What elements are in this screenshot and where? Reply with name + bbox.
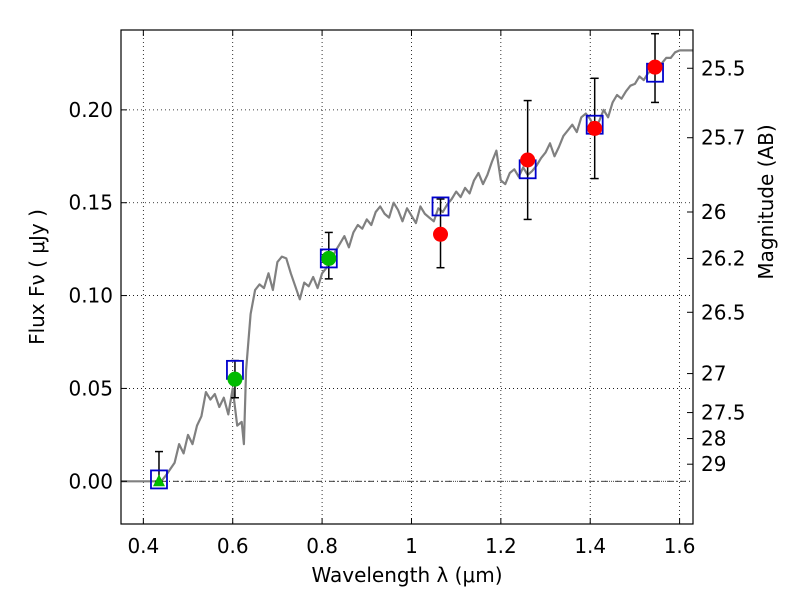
y-tick-label: 0.10	[68, 284, 113, 308]
model-photometry-box	[431, 196, 450, 217]
y-tick-label: 0.05	[68, 376, 113, 400]
magnitude-tick-label: 27.5	[701, 401, 746, 425]
observed-flux-point-red	[520, 152, 536, 168]
magnitude-tick-label: 26.2	[701, 246, 746, 270]
x-axis-title: Wavelength λ (μm)	[311, 563, 502, 587]
observed-flux-point-red	[587, 120, 603, 136]
observed-flux-point-green	[321, 250, 337, 266]
model-boxes	[150, 62, 664, 490]
model-photometry-box	[319, 248, 338, 269]
observed-flux-point-green	[227, 371, 243, 387]
error-bars	[154, 32, 660, 483]
magnitude-tick-label: 27	[701, 362, 726, 386]
x-tick-labels: 0.4 0.6 0.8 1 1.2 1.4 1.6	[127, 534, 695, 558]
x-tick-label: 0.6	[217, 534, 249, 558]
x-tick-label: 1	[405, 534, 418, 558]
x-tick-label: 1.2	[485, 534, 517, 558]
grid-lines	[121, 30, 693, 524]
model-photometry-box	[150, 469, 168, 490]
upper-limit-marker	[152, 474, 165, 487]
x-tick-label: 1.4	[574, 534, 606, 558]
x-tick-label: 1.6	[664, 534, 696, 558]
x-tick-label: 0.4	[127, 534, 159, 558]
x-tick-label: 0.8	[306, 534, 338, 558]
y-tick-labels: 0.00 0.05 0.10 0.15 0.20	[68, 98, 113, 493]
y-tick-label: 0.15	[68, 191, 113, 215]
magnitude-tick-label: 29	[701, 452, 726, 476]
plot-frame	[120, 29, 694, 525]
magnitude-tick-label: 26	[701, 200, 726, 224]
magnitude-tick-label: 26.5	[701, 300, 746, 324]
sed-curve-layer	[121, 49, 693, 483]
magnitude-tick-label: 25.5	[701, 56, 746, 80]
y-tick-label: 0.00	[68, 469, 113, 493]
observed-points	[152, 59, 663, 487]
observed-flux-point-red	[433, 226, 449, 242]
sed-model-curve	[121, 49, 693, 483]
y-tick-label: 0.20	[68, 98, 113, 122]
magnitude-tick-label: 25.7	[701, 126, 746, 150]
magnitude-tick-label: 28	[701, 427, 726, 451]
y-axis-title-left: Flux Fν ( μJy )	[25, 209, 49, 345]
y-axis-title-right: Magnitude (AB)	[754, 124, 778, 279]
axis-ticks	[121, 30, 693, 524]
observed-flux-point-red	[647, 59, 663, 75]
